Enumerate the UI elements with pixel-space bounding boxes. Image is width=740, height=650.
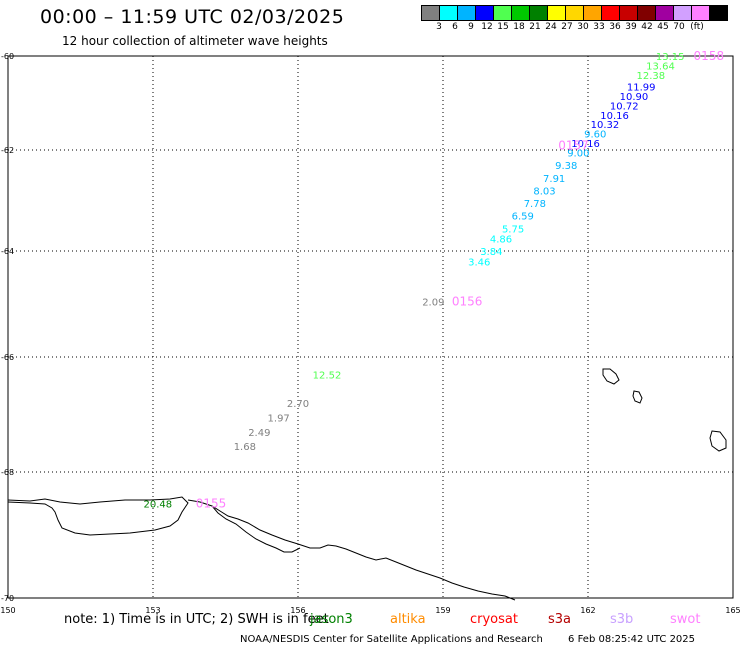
- island-3: [709, 430, 727, 452]
- wave-height-value: 9.00: [567, 149, 589, 160]
- scale-label: 6: [452, 22, 458, 32]
- track-id-label: 0155: [196, 497, 227, 511]
- note-text: note: 1) Time is in UTC; 2) SWH is in fe…: [64, 612, 329, 627]
- wave-height-value: 8.03: [533, 186, 555, 197]
- wave-height-value: 10.32: [591, 120, 620, 131]
- scale-label: 27: [561, 22, 573, 32]
- footer-timestamp: 6 Feb 08:25:42 UTC 2025: [568, 634, 696, 645]
- longitude-label: 156: [290, 606, 305, 615]
- map-grid: 150 153 156 159 162 165 -60 -62 -64 -66 -68 -70: [0, 52, 740, 615]
- scale-label: 21: [529, 22, 541, 32]
- map-title: 00:00 – 11:59 UTC 02/03/2025: [40, 6, 345, 28]
- wave-height-value: 10.16: [571, 139, 600, 150]
- scale-label: 9: [468, 22, 474, 32]
- wave-height-value: 1.97: [268, 413, 290, 424]
- wave-height-value: 2.09: [422, 297, 444, 308]
- antarctic-coastline: [7, 496, 189, 536]
- satellite-cryosat: cryosat: [470, 612, 518, 627]
- latitude-label: -60: [1, 52, 14, 61]
- latitude-label: -68: [1, 468, 14, 477]
- map-subtitle: 12 hour collection of altimeter wave hei…: [62, 34, 328, 48]
- scale-label: 70: [673, 22, 685, 32]
- wave-height-scale-labels: 3 6 9 12 15 18 21 24 27 30 33 36 39 42 45 70 (ft): [422, 22, 707, 32]
- wave-height-value: 9.60: [584, 130, 606, 141]
- wave-height-value: 5.75: [502, 224, 524, 235]
- antarctic-coastline-east: [187, 499, 516, 601]
- map-frame: [7, 55, 734, 599]
- latitude-label: -62: [1, 146, 14, 155]
- scale-label: 12: [481, 22, 493, 32]
- wave-height-value: 11.99: [627, 83, 656, 94]
- wave-height-value: 12.38: [637, 71, 666, 82]
- scale-label: 42: [641, 22, 653, 32]
- wave-height-value: 9.38: [555, 161, 577, 172]
- wave-height-value: 10.90: [620, 92, 649, 103]
- wave-height-value: 13.15: [656, 52, 685, 63]
- wave-height-value: 20.48: [144, 500, 173, 511]
- longitude-label: 153: [145, 606, 160, 615]
- wave-height-value: 12.52: [313, 370, 342, 381]
- coast-inlet: [211, 505, 301, 553]
- wave-height-observations: 13.1513.6412.3811.9910.9010.7210.1610.32…: [144, 52, 685, 511]
- wave-height-value: 3.84: [480, 247, 502, 258]
- satellite-swot: swot: [670, 612, 701, 627]
- latitude-label: -66: [1, 353, 14, 362]
- coastline: [7, 368, 727, 601]
- wave-height-value: 10.72: [610, 101, 639, 112]
- wave-height-value: 3.46: [468, 258, 490, 269]
- wave-height-value: 6.59: [512, 212, 534, 223]
- satellite-s3b: s3b: [610, 612, 634, 627]
- satellite-altika: altika: [390, 612, 426, 627]
- satellite-jason3: jason3: [310, 612, 353, 627]
- island-2: [632, 390, 643, 404]
- scale-label: 3: [436, 22, 442, 32]
- track-id-label: 0157: [558, 138, 589, 152]
- wave-height-value: 13.64: [646, 61, 675, 72]
- scale-label: 45: [657, 22, 669, 32]
- track-labels: 0158 0157 0156 0155: [196, 49, 724, 511]
- wave-height-value: 2.70: [287, 399, 309, 410]
- satellite-s3a: s3a: [548, 612, 572, 627]
- scale-label: 18: [513, 22, 525, 32]
- scale-swatch: [709, 5, 728, 21]
- wave-height-color-scale: [421, 5, 728, 21]
- track-id-label: 0158: [694, 49, 725, 63]
- longitude-label: 165: [725, 606, 740, 615]
- wave-height-value: 4.86: [490, 234, 512, 245]
- track-id-label: 0156: [452, 294, 483, 308]
- scale-label: 33: [593, 22, 605, 32]
- wave-height-value: 7.78: [524, 199, 546, 210]
- wave-height-value: 7.91: [543, 174, 565, 185]
- longitude-label: 159: [435, 606, 450, 615]
- scale-label: 36: [609, 22, 621, 32]
- longitude-label: 150: [0, 606, 15, 615]
- island-1: [602, 368, 620, 385]
- footer-credit: NOAA/NESDIS Center for Satellite Applica…: [240, 634, 543, 645]
- longitude-label: 162: [580, 606, 595, 615]
- scale-label: 30: [577, 22, 589, 32]
- latitude-label: -70: [1, 594, 14, 603]
- scale-label: (ft): [690, 22, 704, 32]
- footer: NOAA/NESDIS Center for Satellite Applica…: [240, 634, 695, 645]
- scale-label: 15: [497, 22, 509, 32]
- wave-height-value: 1.68: [234, 442, 256, 453]
- wave-height-value: 2.49: [248, 428, 270, 439]
- latitude-label: -64: [1, 247, 14, 256]
- wave-height-value: 10.16: [600, 111, 629, 122]
- scale-label: 24: [545, 22, 557, 32]
- scale-label: 39: [625, 22, 637, 32]
